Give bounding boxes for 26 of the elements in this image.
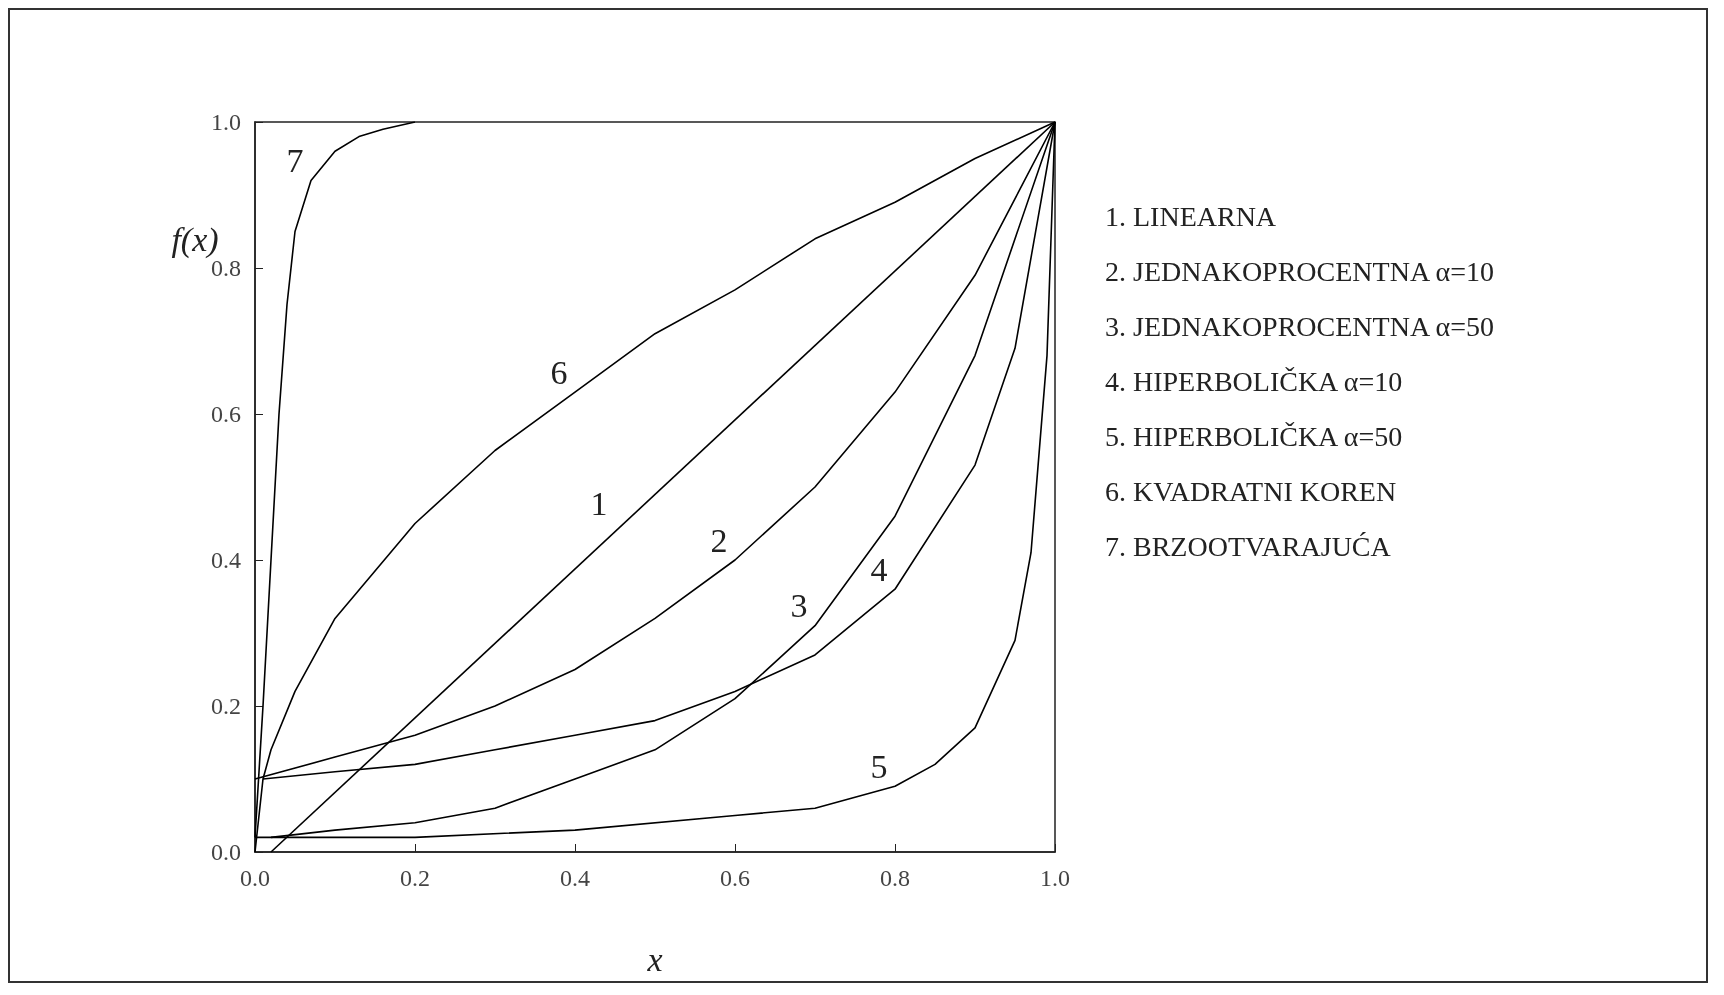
x-tick-label: 0.4: [560, 865, 590, 891]
x-tick-label: 0.0: [240, 865, 270, 891]
text: 4. HIPERBOLIČKA α=10: [1105, 365, 1403, 397]
text: 3. JEDNAKOPROCENTNA α=50: [1105, 310, 1495, 342]
text: 5. HIPERBOLIČKA α=50: [1105, 420, 1403, 452]
y-tick-label: 0.4: [211, 547, 241, 573]
text: 7. BRZOOTVARAJUĆA: [1105, 530, 1392, 562]
x-tick-label: 0.2: [400, 865, 430, 891]
y-tick-label: 1.0: [211, 109, 241, 135]
x-tick-label: 1.0: [1040, 865, 1070, 891]
text: 1. LINEARNA: [1105, 200, 1277, 232]
annotation: 4: [870, 550, 888, 588]
text: 6. KVADRATNI KOREN: [1105, 475, 1397, 507]
text: 2. JEDNAKOPROCENTNA α=10: [1105, 255, 1495, 287]
y-tick-label: 0.0: [211, 839, 241, 865]
annotation: 7: [286, 141, 304, 179]
y-tick-label: 0.6: [211, 401, 241, 427]
annotation: 5: [870, 747, 888, 785]
annotation: 1: [590, 485, 608, 522]
annotation: 3: [790, 587, 808, 625]
y-tick-label: 0.2: [211, 693, 241, 719]
annotation: 2: [710, 521, 728, 559]
annotation: 6: [550, 353, 568, 391]
x-tick-label: 0.8: [880, 865, 910, 891]
x-tick-label: 0.6: [720, 865, 750, 891]
x-axis-title: x: [646, 940, 663, 978]
